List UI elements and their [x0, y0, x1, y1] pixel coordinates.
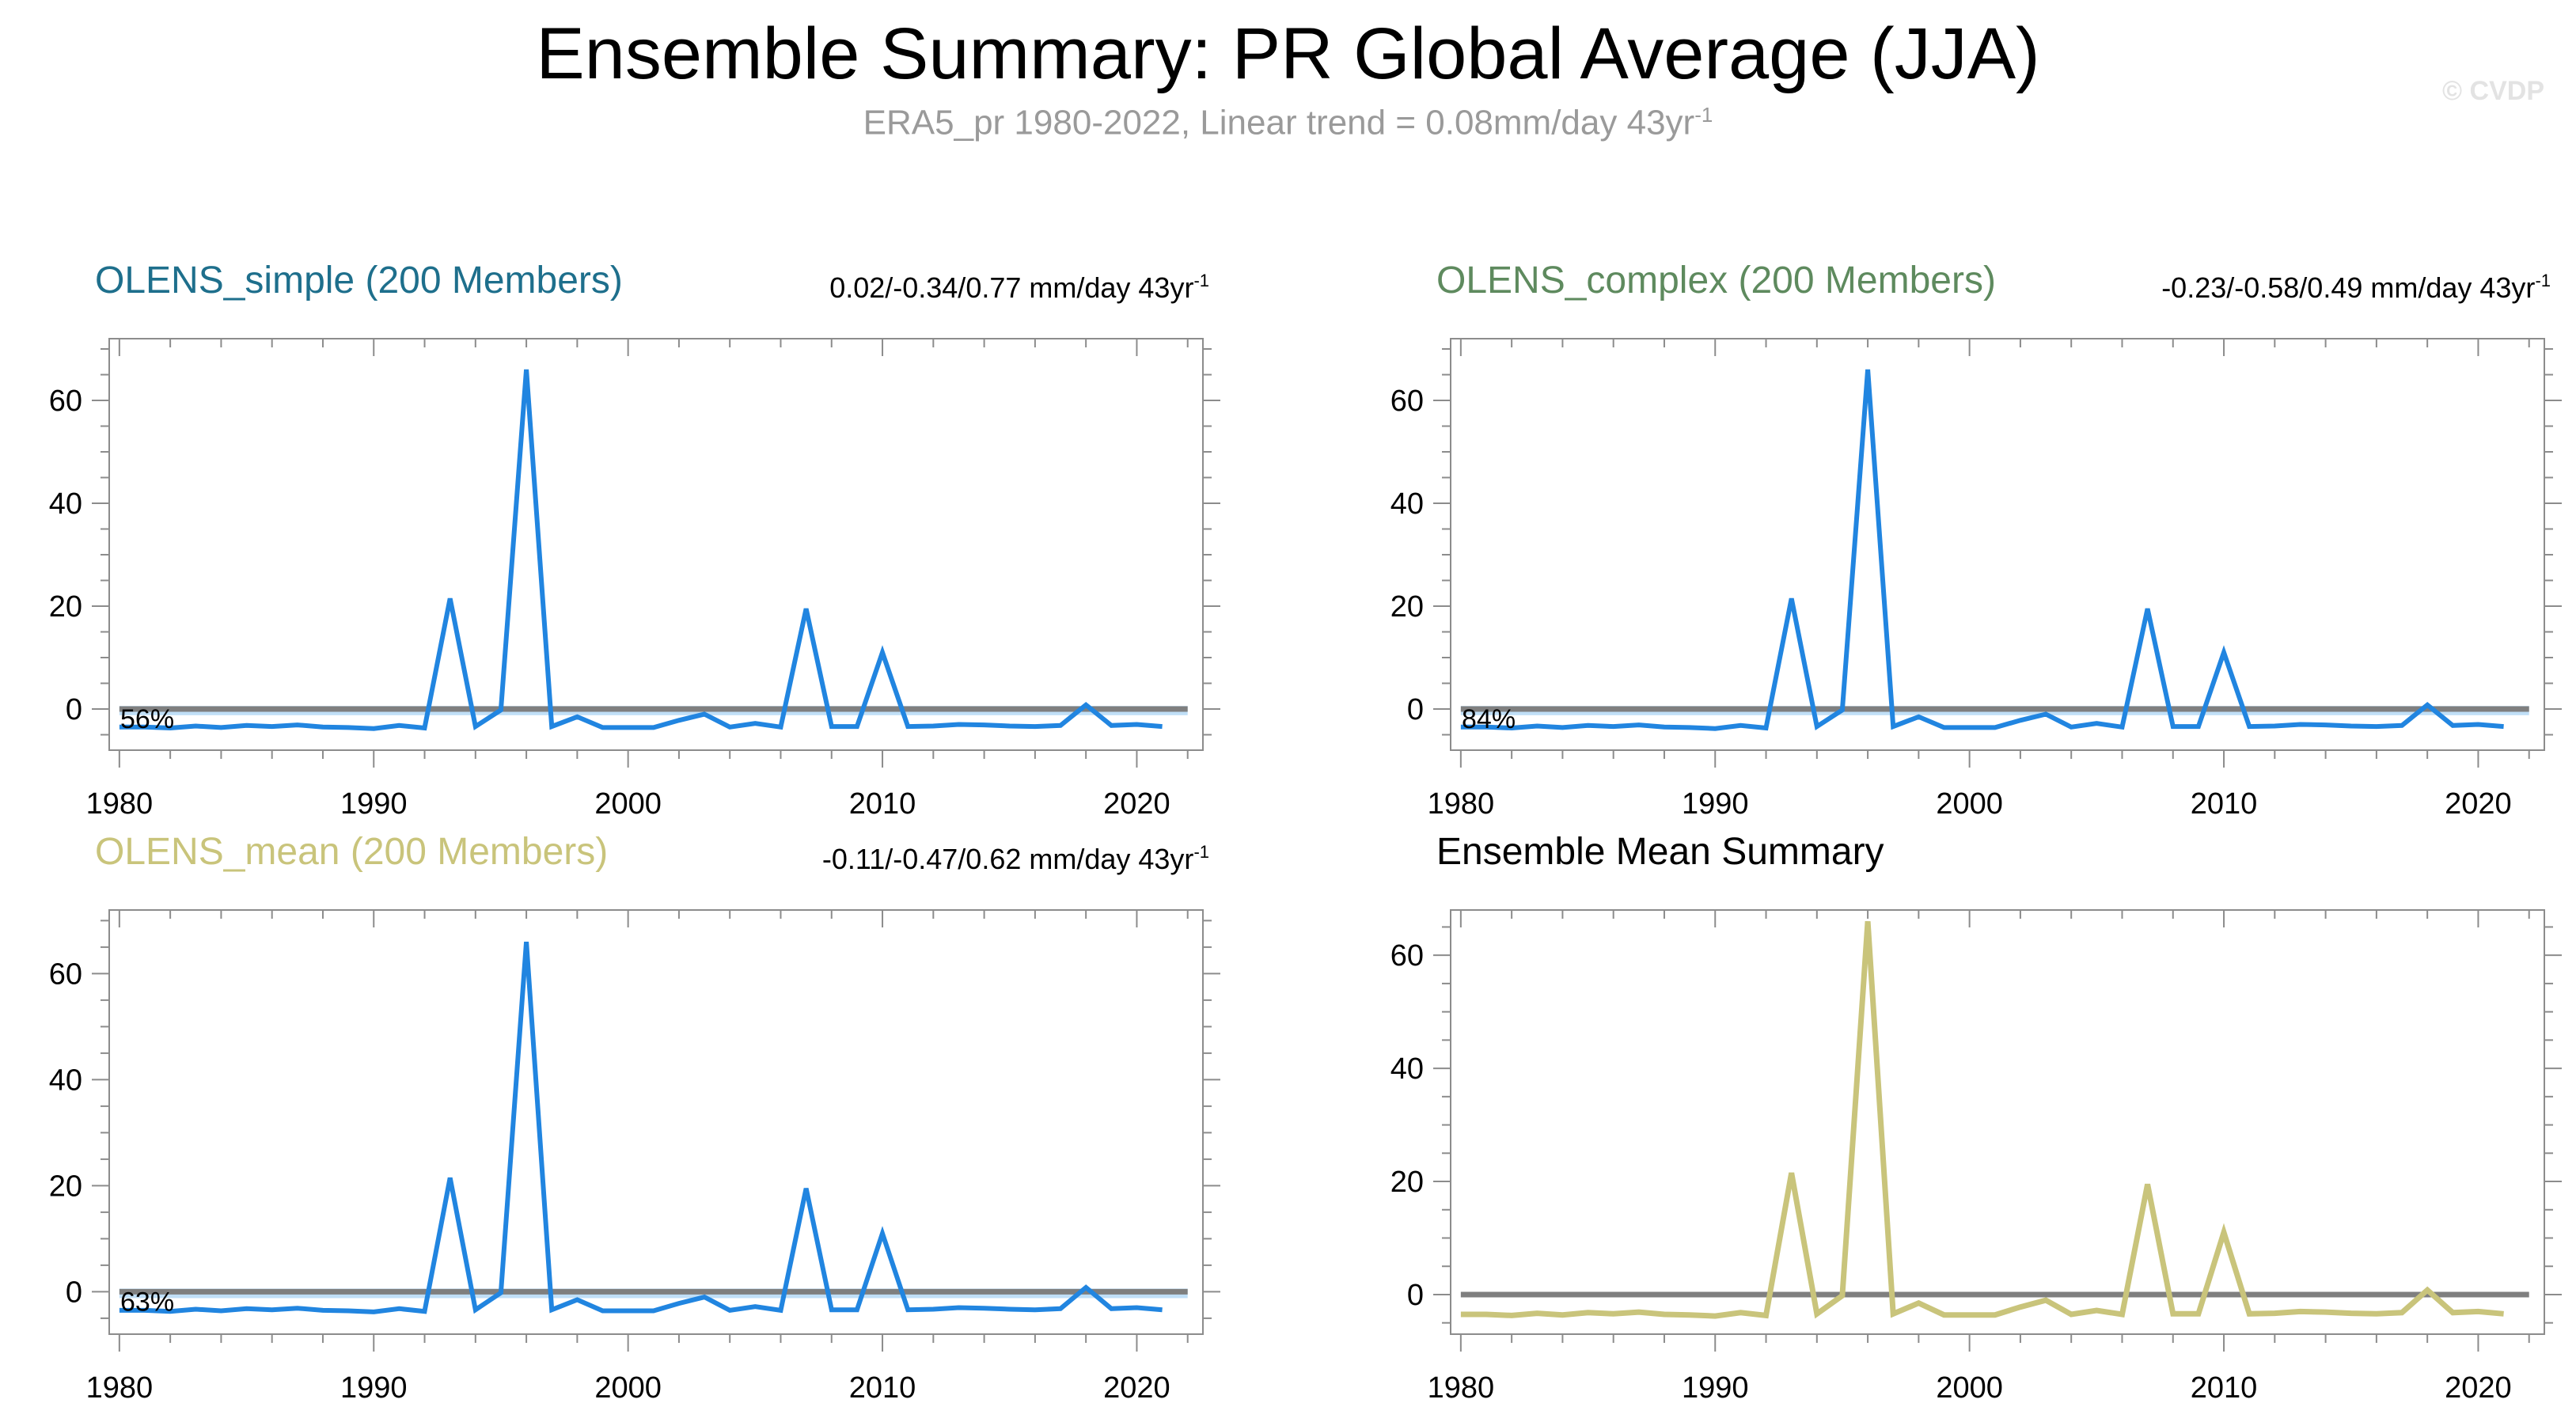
subtitle-superscript: -1: [1694, 103, 1713, 127]
x-tick-label: 2020: [2445, 1371, 2512, 1403]
y-tick-label: 40: [1390, 487, 1424, 521]
plot-frame: [108, 338, 1204, 751]
panel-title: OLENS_complex (200 Members): [1436, 260, 1996, 301]
panel-stats-superscript: -1: [1193, 271, 1209, 290]
x-tick-label: 2000: [1936, 1371, 2003, 1403]
x-tick-label: 1990: [1682, 1371, 1749, 1403]
plot-frame: [1450, 338, 2545, 751]
panel-title: OLENS_simple (200 Members): [95, 260, 623, 301]
y-tick-label: 40: [49, 1064, 82, 1097]
y-tick-label: 0: [1407, 693, 1424, 726]
series-line: [119, 941, 1163, 1314]
y-tick-label: 60: [49, 385, 82, 418]
subtitle-text: ERA5_pr 1980-2022, Linear trend = 0.08mm…: [863, 103, 1695, 142]
y-tick-label: 20: [49, 590, 82, 624]
x-tick-label: 1990: [340, 787, 408, 821]
y-tick-label: 20: [1390, 590, 1424, 624]
x-tick-label: 2010: [849, 1371, 916, 1403]
y-tick-label: 20: [1390, 1166, 1424, 1199]
x-tick-label: 2010: [2191, 1371, 2258, 1403]
x-tick-label: 2000: [594, 787, 662, 821]
y-tick-label: 0: [66, 1276, 82, 1309]
panel-stats-superscript: -1: [2535, 271, 2551, 290]
series-line: [1460, 921, 2504, 1319]
x-tick-label: 2020: [1103, 787, 1170, 821]
chart-panel-olens-simple: OLENS_simple (200 Members) 0.02/-0.34/0.7…: [49, 260, 1220, 821]
panel-stats: -0.23/-0.58/0.49 mm/day 43yr-1: [2161, 271, 2551, 304]
x-tick-label: 1980: [1428, 787, 1495, 821]
page-subtitle: ERA5_pr 1980-2022, Linear trend = 0.08mm…: [0, 104, 2576, 141]
x-tick-label: 2020: [2445, 787, 2512, 821]
copyright-watermark: © CVDP: [2442, 76, 2544, 106]
x-tick-label: 2000: [594, 1371, 662, 1403]
panel-stats: 0.02/-0.34/0.77 mm/day 43yr-1: [829, 271, 1209, 304]
x-tick-label: 2010: [2191, 787, 2258, 821]
panel-title: Ensemble Mean Summary: [1436, 831, 1884, 873]
chart-panel-olens-mean: OLENS_mean (200 Members) -0.11/-0.47/0.62…: [49, 831, 1220, 1403]
percent-label: 56%: [120, 704, 174, 734]
x-tick-label: 1980: [1428, 1371, 1495, 1403]
y-tick-label: 0: [1407, 1279, 1424, 1312]
series-line: [119, 369, 1163, 731]
panel-stats-superscript: -1: [1193, 842, 1209, 862]
x-tick-label: 1980: [86, 1371, 154, 1403]
panel-stats: -0.11/-0.47/0.62 mm/day 43yr-1: [822, 842, 1209, 875]
x-tick-label: 1990: [1682, 787, 1749, 821]
percent-label: 84%: [1462, 704, 1516, 734]
percent-label: 63%: [120, 1287, 174, 1317]
x-tick-label: 1980: [86, 787, 154, 821]
page-title: Ensemble Summary: PR Global Average (JJA…: [536, 13, 2040, 94]
x-tick-label: 1990: [340, 1371, 408, 1403]
x-tick-label: 2000: [1936, 787, 2003, 821]
plot-frame: [1450, 909, 2545, 1335]
x-tick-label: 2010: [849, 787, 916, 821]
series-line: [1460, 369, 2504, 731]
y-tick-label: 60: [49, 957, 82, 991]
y-tick-label: 0: [66, 693, 82, 726]
y-tick-label: 40: [1390, 1052, 1424, 1086]
chart-panel-ensemble-mean-summary: Ensemble Mean Summary 0 20 40 60 1980 1990 2000…: [1390, 831, 2562, 1403]
panel-title: OLENS_mean (200 Members): [95, 831, 608, 873]
x-tick-label: 2020: [1103, 1371, 1170, 1403]
y-tick-label: 40: [49, 487, 82, 521]
plot-frame: [108, 909, 1204, 1335]
chart-panel-olens-complex: OLENS_complex (200 Members) -0.23/-0.58/0…: [1390, 260, 2562, 821]
y-tick-label: 60: [1390, 939, 1424, 973]
y-tick-label: 20: [49, 1170, 82, 1203]
y-tick-label: 60: [1390, 385, 1424, 418]
